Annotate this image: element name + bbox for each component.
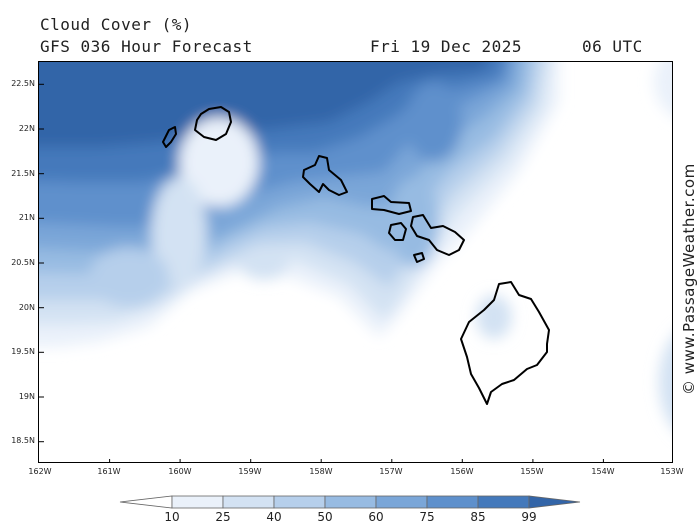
- island-niihau: [162, 126, 177, 148]
- lon-label: 161W: [97, 467, 121, 476]
- map-title: Cloud Cover (%): [40, 15, 192, 34]
- colorbar-segment: [273, 495, 326, 509]
- island-oahu: [302, 155, 348, 196]
- lat-label: 21.5N: [11, 169, 35, 178]
- colorbar-segment: [477, 495, 530, 509]
- colorbar-segment: [528, 495, 581, 509]
- colorbar-label: 50: [317, 510, 333, 524]
- forecast-subtitle: GFS 036 Hour Forecast: [40, 37, 253, 56]
- colorbar-label: 40: [266, 510, 282, 524]
- colorbar-segment: [426, 495, 479, 509]
- colorbar-label: 75: [419, 510, 435, 524]
- forecast-time: 06 UTC: [582, 37, 643, 56]
- lon-label: 158W: [309, 467, 333, 476]
- colorbar-label: 25: [215, 510, 231, 524]
- lon-label: 157W: [379, 467, 403, 476]
- lat-label: 22N: [18, 124, 35, 133]
- island-kauai: [194, 106, 232, 141]
- map-frame: [38, 61, 673, 463]
- colorbar-label: 60: [368, 510, 384, 524]
- lat-label: 19.5N: [11, 347, 35, 356]
- lon-label: 162W: [28, 467, 52, 476]
- lon-label: 155W: [520, 467, 544, 476]
- lat-label: 21N: [18, 213, 35, 222]
- tick-marks: [39, 83, 604, 462]
- coastlines: [162, 106, 550, 405]
- island-maui: [410, 214, 465, 256]
- colorbar-label: 99: [521, 510, 537, 524]
- colorbar-segment: [375, 495, 428, 509]
- cloud-field: [39, 62, 672, 427]
- lat-label: 20.5N: [11, 258, 35, 267]
- colorbar-segment: [171, 495, 224, 509]
- island-kahoolawe: [413, 252, 425, 263]
- lon-label: 160W: [168, 467, 192, 476]
- lon-label: 154W: [591, 467, 615, 476]
- island-molokai: [371, 195, 412, 215]
- lon-label: 153W: [660, 467, 684, 476]
- colorbar: [119, 495, 581, 509]
- lat-label: 19N: [18, 392, 35, 401]
- forecast-date: Fri 19 Dec 2025: [370, 37, 522, 56]
- colorbar-segment: [222, 495, 275, 509]
- colorbar-label: 85: [470, 510, 486, 524]
- lon-label: 159W: [238, 467, 262, 476]
- colorbar-segment: [324, 495, 377, 509]
- colorbar-label: 10: [164, 510, 180, 524]
- copyright-credit: © www.PassageWeather.com: [680, 163, 698, 395]
- lat-label: 20N: [18, 303, 35, 312]
- island-hawaii: [460, 281, 550, 405]
- lon-label: 156W: [450, 467, 474, 476]
- island-lanai: [388, 222, 407, 241]
- colorbar-segment: [119, 495, 173, 509]
- lat-label: 18.5N: [11, 436, 35, 445]
- lat-label: 22.5N: [11, 79, 35, 88]
- cloud-cover-map: [39, 62, 672, 462]
